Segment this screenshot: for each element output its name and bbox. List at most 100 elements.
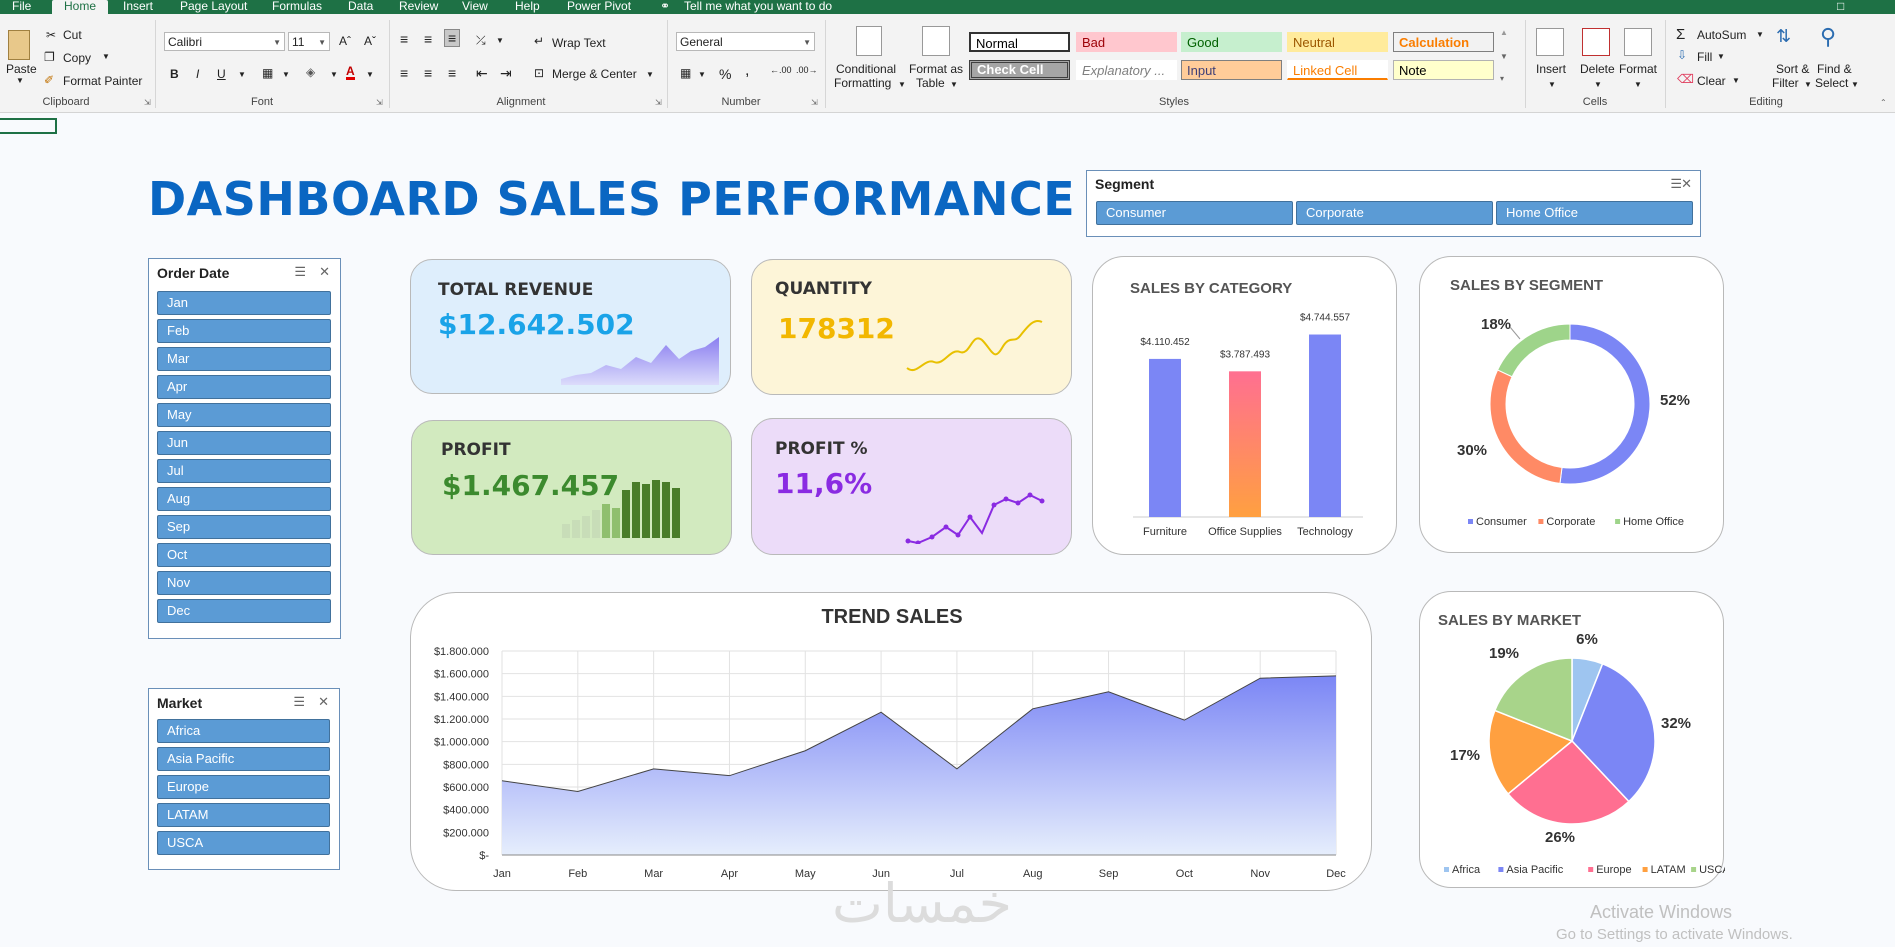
comma-button[interactable]: , <box>745 62 750 79</box>
slicer-item-usca[interactable]: USCA <box>157 831 330 855</box>
tab-power-pivot[interactable]: Power Pivot <box>567 0 632 13</box>
currency-icon[interactable]: ▦ <box>680 66 692 80</box>
autosum-dropdown-icon[interactable]: ▼ <box>1756 30 1764 39</box>
slicer-item-latam[interactable]: LATAM <box>157 803 330 827</box>
merge-center-button[interactable]: Merge & Center <box>552 67 637 81</box>
bold-button[interactable]: B <box>170 67 179 81</box>
align-top-icon[interactable]: ≡ <box>400 31 409 47</box>
alignment-launcher-icon[interactable]: ⇲ <box>655 98 662 107</box>
font-color-icon[interactable]: A <box>346 64 355 80</box>
tab-help[interactable]: Help <box>515 0 540 13</box>
insert-dropdown-icon[interactable]: ▼ <box>1548 80 1556 89</box>
align-right-icon[interactable]: ≡ <box>448 65 457 81</box>
underline-button[interactable]: U <box>217 67 226 81</box>
borders-icon[interactable]: ▦ <box>262 66 274 80</box>
slicer-clear-filter-icon[interactable]: ✕ <box>319 264 330 279</box>
comments-icon[interactable]: □ <box>1837 0 1845 13</box>
slicer-item-feb[interactable]: Feb <box>157 319 331 343</box>
paste-icon[interactable] <box>8 30 30 60</box>
slicer-item-sep[interactable]: Sep <box>157 515 331 539</box>
cell-style-good[interactable]: Good <box>1181 32 1282 52</box>
cell-style-check-cell[interactable]: Check Cell <box>969 60 1070 80</box>
format-painter-button[interactable]: Format Painter <box>63 74 143 88</box>
cell-style-linked-cell[interactable]: Linked Cell <box>1287 60 1388 80</box>
decrease-indent-icon[interactable]: ⇤ <box>476 65 488 81</box>
tab-data[interactable]: Data <box>348 0 374 13</box>
insert-button[interactable]: Insert <box>1536 62 1567 76</box>
font-color-dropdown-icon[interactable]: ▼ <box>366 70 374 79</box>
slicer-clear-filter-icon[interactable]: ✕ <box>318 694 329 709</box>
align-center-icon[interactable]: ≡ <box>424 65 433 81</box>
orientation-dropdown-icon[interactable]: ▼ <box>496 36 504 45</box>
borders-dropdown-icon[interactable]: ▼ <box>282 70 290 79</box>
slicer-item-mar[interactable]: Mar <box>157 347 331 371</box>
increase-decimal-icon[interactable]: ←.00 <box>770 65 792 75</box>
find-dropdown-icon[interactable]: ▼ <box>1851 80 1859 89</box>
increase-indent-icon[interactable]: ⇥ <box>500 65 512 81</box>
tab-home[interactable]: Home <box>52 0 109 14</box>
cell-style-normal[interactable]: Normal <box>969 32 1070 52</box>
paste-dropdown-icon[interactable]: ▼ <box>16 76 24 85</box>
format-button[interactable]: Format <box>1619 62 1658 76</box>
active-cell[interactable] <box>0 118 57 134</box>
font-launcher-icon[interactable]: ⇲ <box>376 98 383 107</box>
percent-button[interactable]: % <box>719 66 732 82</box>
clipboard-launcher-icon[interactable]: ⇲ <box>144 98 151 107</box>
styles-scroll-down-icon[interactable]: ▼ <box>1500 52 1508 61</box>
underline-dropdown-icon[interactable]: ▼ <box>238 70 246 79</box>
decrease-decimal-icon[interactable]: .00→ <box>796 65 818 75</box>
slicer-item-nov[interactable]: Nov <box>157 571 331 595</box>
slicer-item-jul[interactable]: Jul <box>157 459 331 483</box>
copy-dropdown-icon[interactable]: ▼ <box>102 52 110 61</box>
slicer-multiselect-icon[interactable]: ☰ <box>293 694 305 709</box>
slicer-item-europe[interactable]: Europe <box>157 775 330 799</box>
cell-style-bad[interactable]: Bad <box>1076 32 1177 52</box>
cell-style-input[interactable]: Input <box>1181 60 1282 80</box>
cell-style-explanatory[interactable]: Explanatory ... <box>1076 60 1177 80</box>
orientation-icon[interactable]: ⤰ <box>476 33 486 47</box>
align-middle-icon[interactable]: ≡ <box>424 31 433 47</box>
slicer-item-oct[interactable]: Oct <box>157 543 331 567</box>
paste-button[interactable]: Paste <box>6 62 37 76</box>
italic-button[interactable]: I <box>196 67 200 81</box>
collapse-ribbon-icon[interactable]: ⌃ <box>1880 98 1887 107</box>
decrease-font-icon[interactable]: Aˇ <box>364 34 376 48</box>
slicer-item-may[interactable]: May <box>157 403 331 427</box>
slicer-item-jan[interactable]: Jan <box>157 291 331 315</box>
slicer-item-corporate[interactable]: Corporate <box>1296 201 1493 225</box>
conditional-formatting-button[interactable]: Conditional <box>836 62 897 76</box>
clear-button[interactable]: Clear <box>1697 74 1726 88</box>
tab-page-layout[interactable]: Page Layout <box>180 0 248 13</box>
slicer-multiselect-icon[interactable]: ☰ <box>1670 176 1692 191</box>
styles-scroll-up-icon[interactable]: ▲ <box>1500 28 1508 37</box>
font-name-combo[interactable]: Calibri ▼ <box>164 32 285 51</box>
format-as-table-button[interactable]: Format as <box>909 62 964 76</box>
fill-dropdown-icon[interactable]: ▼ <box>1717 52 1725 61</box>
slicer-clear-filter-icon[interactable]: ✕ <box>1681 176 1692 191</box>
sort-dropdown-icon[interactable]: ▼ <box>1804 80 1812 89</box>
styles-more-icon[interactable]: ▾ <box>1500 74 1505 83</box>
cell-style-note[interactable]: Note <box>1393 60 1494 80</box>
format-dropdown-icon[interactable]: ▼ <box>1634 80 1642 89</box>
slicer-item-africa[interactable]: Africa <box>157 719 330 743</box>
number-launcher-icon[interactable]: ⇲ <box>811 98 818 107</box>
wrap-text-button[interactable]: Wrap Text <box>552 36 606 50</box>
copy-button[interactable]: Copy <box>63 51 92 65</box>
slicer-item-dec[interactable]: Dec <box>157 599 331 623</box>
autosum-button[interactable]: AutoSum <box>1697 28 1747 42</box>
tab-review[interactable]: Review <box>399 0 439 13</box>
tab-view[interactable]: View <box>462 0 488 13</box>
slicer-item-home-office[interactable]: Home Office <box>1496 201 1693 225</box>
conditional-dropdown-icon[interactable]: ▼ <box>898 80 906 89</box>
currency-dropdown-icon[interactable]: ▼ <box>698 70 706 79</box>
sort-filter-button[interactable]: Sort & <box>1776 62 1810 76</box>
align-bottom-icon[interactable]: ≡ <box>444 29 461 47</box>
fill-color-icon[interactable]: ◈ <box>306 65 316 79</box>
delete-dropdown-icon[interactable]: ▼ <box>1594 80 1602 89</box>
format-table-dropdown-icon[interactable]: ▼ <box>950 80 958 89</box>
number-format-combo[interactable]: General ▼ <box>676 32 815 51</box>
tab-insert[interactable]: Insert <box>123 0 154 13</box>
slicer-item-apr[interactable]: Apr <box>157 375 331 399</box>
find-select-button[interactable]: Find & <box>1817 62 1852 76</box>
clear-dropdown-icon[interactable]: ▼ <box>1732 76 1740 85</box>
